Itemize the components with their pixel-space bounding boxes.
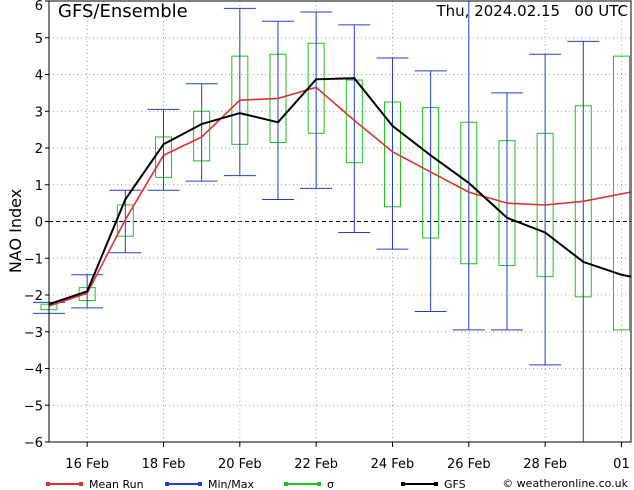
x-tick-label: 18 Feb	[142, 457, 186, 472]
legend-marker	[198, 482, 202, 486]
y-tick-label: −3	[24, 326, 43, 341]
legend-marker	[284, 482, 288, 486]
y-tick-label: 3	[35, 105, 43, 120]
legend-marker	[401, 482, 405, 486]
y-tick-label: 0	[35, 216, 43, 231]
mean-line	[48, 86, 632, 307]
x-tick-label: 28 Feb	[523, 457, 567, 472]
legend-label-gfs: GFS	[444, 478, 466, 490]
axis-ticks: 6 5 4 3 2 1 0 −1 −2 −3 −4 −5 −6 16 Feb 18 Feb 20 Feb 22 …	[24, 0, 630, 472]
y-tick-label: −4	[24, 363, 43, 378]
minmax-whiskers	[33, 0, 600, 443]
gfs-line	[48, 77, 632, 306]
y-tick-label: 6	[35, 0, 43, 14]
sigma-boxes	[40, 42, 630, 331]
x-tick-label: 01	[613, 457, 630, 472]
legend: Mean Run Min/Max σ GFS	[46, 478, 466, 490]
chart-run-date: Thu, 2024.02.15 00 UTC	[436, 2, 629, 20]
y-tick-label: −5	[24, 399, 43, 414]
x-tick-label: 24 Feb	[371, 457, 415, 472]
x-tick-label: 26 Feb	[447, 457, 491, 472]
y-tick-label: 5	[35, 32, 43, 47]
y-tick-label: −1	[24, 252, 43, 267]
legend-marker	[434, 482, 438, 486]
legend-marker	[79, 482, 83, 486]
series-lines	[48, 77, 632, 307]
legend-label-mean: Mean Run	[89, 478, 144, 490]
y-tick-label: −6	[24, 436, 43, 451]
y-tick-label: 4	[35, 69, 43, 84]
legend-marker	[46, 482, 50, 486]
legend-label-minmax: Min/Max	[208, 478, 254, 490]
y-axis-label: NAO Index	[6, 189, 25, 273]
x-tick-label: 22 Feb	[294, 457, 338, 472]
x-tick-label: 16 Feb	[65, 457, 109, 472]
chart-title: GFS/Ensemble	[58, 1, 188, 22]
credit-text: © weatheronline.co.uk	[502, 477, 628, 490]
y-tick-label: −2	[24, 289, 43, 304]
y-tick-label: 1	[35, 179, 43, 194]
legend-marker	[317, 482, 321, 486]
x-tick-label: 20 Feb	[218, 457, 262, 472]
gridlines	[49, 1, 631, 442]
y-tick-label: 2	[35, 142, 43, 157]
legend-label-sigma: σ	[327, 478, 334, 490]
legend-marker	[165, 482, 169, 486]
